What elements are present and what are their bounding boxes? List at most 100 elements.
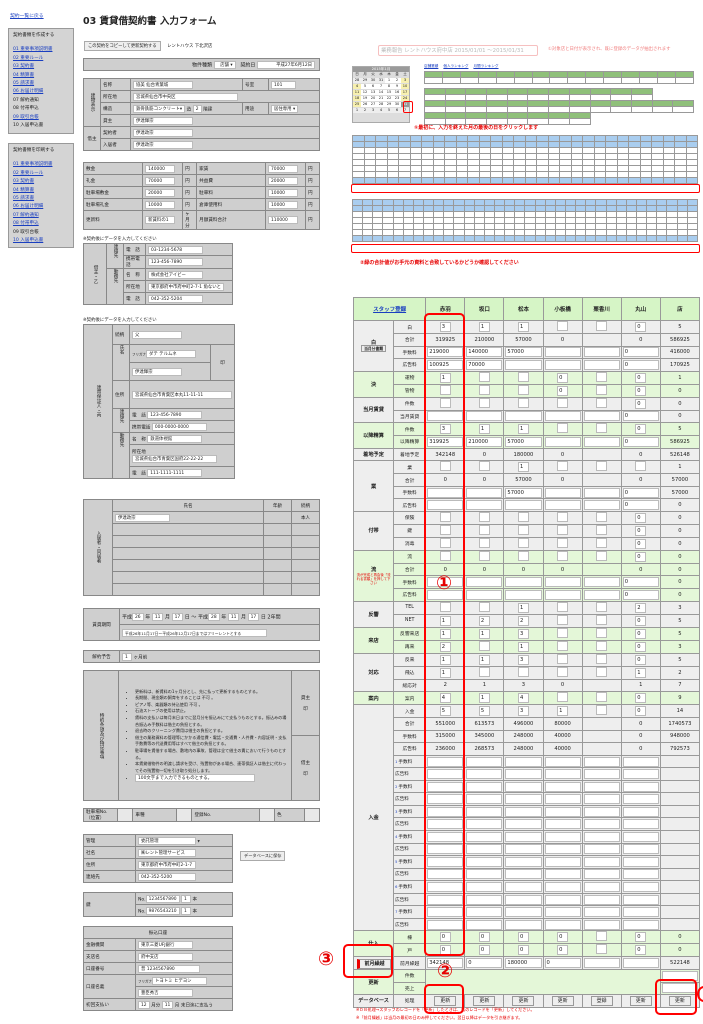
calendar-day[interactable]: 17 (401, 90, 409, 95)
count-input[interactable]: 0 (635, 551, 647, 562)
amount-input[interactable]: 0 (544, 958, 581, 969)
amount-input[interactable] (583, 589, 620, 600)
count-input[interactable]: 0 (635, 654, 647, 665)
calendar-day[interactable]: 29 (385, 102, 393, 107)
count-input[interactable]: 1 (517, 602, 529, 613)
count-input[interactable]: 1 (439, 372, 451, 383)
db-process-button[interactable]: 更新 (473, 996, 496, 1007)
calendar-day[interactable]: 25 (353, 102, 361, 107)
structure-select[interactable]: 鉄骨鉄筋コンクリート▾ (133, 104, 186, 113)
calendar-day[interactable]: 24 (401, 96, 409, 101)
calendar-day[interactable]: 20 (369, 96, 377, 101)
amount-input[interactable] (622, 781, 659, 792)
count-input[interactable] (478, 525, 490, 535)
count-input[interactable] (557, 615, 569, 625)
amount-input[interactable] (466, 806, 503, 817)
count-input[interactable] (596, 615, 608, 625)
db-process-button[interactable]: 更新 (629, 996, 652, 1007)
landlord-input[interactable]: 伊達輝宗 (133, 116, 193, 125)
calendar-day[interactable]: 4 (353, 84, 361, 89)
count-input[interactable]: 2 (478, 615, 490, 626)
holder-kana-input[interactable]: トヨトミ ヒデヨシ (152, 976, 207, 985)
amount-input[interactable] (622, 907, 659, 918)
amount-input[interactable] (505, 769, 542, 780)
count-input[interactable]: 1 (557, 706, 569, 717)
count-input[interactable] (596, 931, 608, 942)
amount-input[interactable] (466, 819, 503, 830)
money-input[interactable]: 20000 (145, 188, 176, 197)
count-input[interactable]: 2 (439, 641, 451, 652)
count-input[interactable] (596, 525, 608, 535)
count-input[interactable]: 0 (557, 932, 569, 943)
count-input[interactable]: 0 (635, 525, 647, 536)
calendar-day[interactable]: 11 (353, 90, 361, 95)
count-input[interactable]: 0 (635, 932, 647, 943)
amount-input[interactable] (427, 894, 464, 905)
count-input[interactable] (478, 602, 490, 612)
staff-register-link[interactable]: スタッフ登録 (373, 307, 407, 313)
holder-input[interactable]: 豊臣秀吉 (138, 988, 193, 997)
resident-input[interactable]: 伊達政宗 (133, 140, 193, 149)
amount-input[interactable]: 140000 (466, 347, 503, 358)
amount-input[interactable] (466, 577, 503, 588)
end-month[interactable]: 11 (227, 612, 240, 621)
occupant-age[interactable] (263, 571, 292, 584)
amount-input[interactable] (505, 806, 542, 817)
amount-input[interactable]: 0 (622, 347, 659, 358)
calendar-day[interactable]: 1 (353, 108, 361, 113)
calendar-day[interactable]: 26 (361, 102, 369, 107)
amount-input[interactable] (505, 359, 542, 370)
amount-input[interactable] (427, 869, 464, 880)
amount-input[interactable] (505, 919, 542, 930)
count-input[interactable] (478, 667, 490, 677)
amount-input[interactable] (466, 781, 503, 792)
sidebar-item[interactable]: 10 入居申込書 (13, 238, 44, 244)
work-name-input[interactable]: 株式会社アイビー (148, 270, 203, 279)
calendar-day[interactable]: 19 (361, 96, 369, 101)
calendar-day[interactable]: 5 (385, 108, 393, 113)
management-select[interactable]: 委託管理 (138, 836, 196, 845)
floors-input[interactable]: 2 (192, 104, 202, 113)
calendar-day[interactable]: 16 (393, 90, 401, 95)
use-select[interactable]: 居住専用 ▾ (271, 104, 299, 113)
amount-input[interactable] (583, 919, 620, 930)
amount-input[interactable] (544, 359, 581, 370)
white-docs-button[interactable]: 当月分書類 (361, 345, 387, 353)
calendar-day[interactable]: 31 (401, 102, 409, 107)
amount-input[interactable] (466, 756, 503, 767)
amount-input[interactable] (427, 487, 464, 498)
start-year[interactable]: 26 (132, 612, 144, 621)
amount-input[interactable]: 0 (622, 487, 659, 498)
calendar-day[interactable]: 6 (393, 108, 401, 113)
count-input[interactable]: 1 (439, 654, 451, 665)
amount-input[interactable] (544, 577, 581, 588)
tel-input[interactable]: 03-1234-5678 (148, 245, 203, 254)
amount-input[interactable] (622, 769, 659, 780)
count-input[interactable] (478, 512, 490, 522)
occupant-name[interactable] (112, 547, 264, 560)
amount-input[interactable] (544, 589, 581, 600)
count-input[interactable]: 0 (635, 628, 647, 639)
money-input[interactable]: 10000 (145, 200, 176, 209)
amount-input[interactable] (505, 589, 542, 600)
occupant-name[interactable] (112, 523, 264, 536)
calendar-day[interactable]: 28 (353, 78, 361, 83)
amount-input[interactable] (505, 781, 542, 792)
amount-input[interactable] (583, 794, 620, 805)
save-to-database-button[interactable]: データベースに保存 (240, 851, 286, 861)
occupant-relation[interactable] (291, 571, 320, 584)
amount-input[interactable] (544, 869, 581, 880)
count-input[interactable] (439, 538, 451, 548)
room-input[interactable]: 101 (271, 80, 296, 89)
count-input[interactable]: 1 (439, 667, 451, 678)
count-input[interactable] (557, 692, 569, 703)
amount-input[interactable] (583, 487, 620, 498)
first-due-input[interactable]: 11 (161, 1000, 174, 1009)
calendar-day[interactable]: 10 (401, 84, 409, 89)
contract-date-input[interactable]: 平成27年6月12日 (257, 61, 315, 69)
count-input[interactable]: 0 (635, 706, 647, 717)
sidebar-item[interactable]: 07 解約通知 (13, 212, 39, 218)
report-link[interactable]: 月間ランキング (473, 64, 499, 68)
count-input[interactable]: 5 (478, 706, 490, 717)
amount-input[interactable] (544, 881, 581, 892)
